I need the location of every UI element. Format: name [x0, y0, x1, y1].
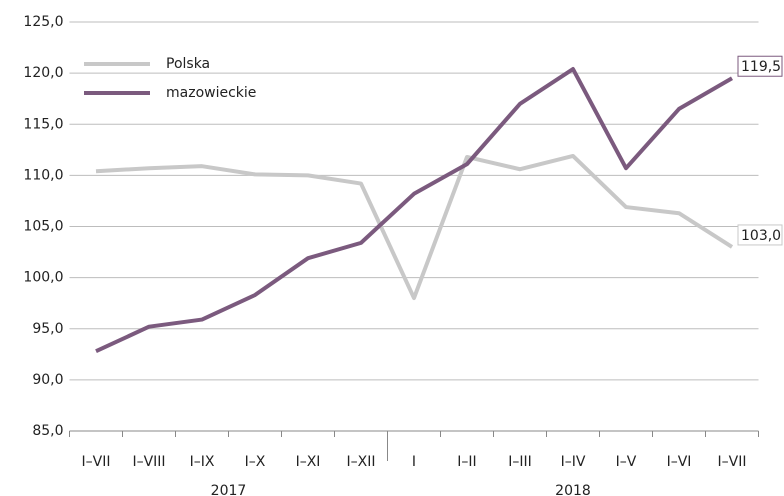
series-line: [95, 153, 734, 301]
y-tick-label: 105,0: [23, 219, 63, 235]
y-tick-label: 120,0: [23, 65, 63, 81]
x-tick-label: I–X: [245, 454, 266, 470]
y-tick-label: 85,0: [32, 423, 63, 439]
value-label-text: 103,0: [741, 228, 781, 244]
x-tick-label: I–VII: [718, 454, 747, 470]
y-tick-label: 90,0: [32, 372, 63, 388]
legend-label: mazowieckie: [166, 85, 256, 101]
x-tick-label: I–VI: [667, 454, 692, 470]
y-tick-label: 115,0: [23, 116, 63, 132]
value-label-box: [737, 55, 783, 77]
year-label: 2018: [555, 483, 591, 496]
y-tick-label: 100,0: [23, 270, 63, 286]
x-tick-label: I–XII: [347, 454, 376, 470]
value-label-box: [737, 224, 783, 246]
x-tick-label: I–XI: [296, 454, 321, 470]
y-tick-label: 110,0: [23, 167, 63, 183]
y-tick-label: 125,0: [23, 14, 63, 30]
y-tick-label: 95,0: [32, 321, 63, 337]
series-line: [95, 67, 734, 354]
x-tick-label: I–III: [508, 454, 532, 470]
x-tick-label: I–V: [616, 454, 637, 470]
x-tick-label: I–IX: [190, 454, 215, 470]
year-label: 2017: [211, 483, 247, 496]
x-tick-label: I: [412, 454, 416, 470]
legend-label: Polska: [166, 56, 210, 72]
value-label-text: 119,5: [741, 59, 781, 75]
x-tick-label: I–VII: [82, 454, 111, 470]
x-tick-label: I–VIII: [132, 454, 165, 470]
x-tick-label: I–II: [457, 454, 476, 470]
value-label: 103,0: [737, 224, 783, 246]
value-label: 119,5: [737, 55, 783, 77]
x-tick-label: I–IV: [561, 454, 586, 470]
